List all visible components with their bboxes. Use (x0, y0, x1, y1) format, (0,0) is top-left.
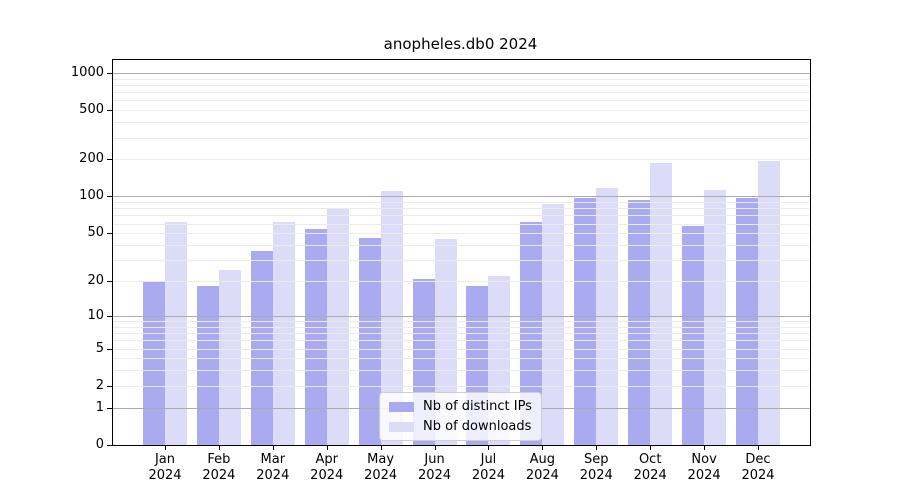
x-tick-label: Aug 2024 (525, 452, 559, 483)
y-tick-label: 1000 (70, 64, 104, 80)
bar-nb-of-distinct-ips-mar-2024 (250, 250, 273, 445)
legend-swatch-nb-of-downloads (389, 421, 414, 432)
y-tick-label: 10 (87, 307, 104, 323)
y-tick-mark (107, 445, 112, 446)
y-tick-mark (107, 233, 112, 235)
x-tick-mark (272, 446, 274, 450)
y-tick-mark (107, 315, 112, 317)
x-tick-label: Jun 2024 (418, 452, 452, 483)
bar-nb-of-downloads-feb-2024 (218, 269, 241, 445)
y-tick-label: 0 (95, 437, 104, 452)
x-tick-mark (542, 446, 544, 450)
y-tick-label: 1 (95, 399, 104, 415)
bar-nb-of-distinct-ips-nov-2024 (682, 226, 705, 445)
bar-nb-of-downloads-aug-2024 (542, 203, 565, 445)
y-tick-mark (107, 348, 112, 350)
y-tick-label: 100 (79, 188, 104, 204)
legend-item-nb-of-distinct-ips: Nb of distinct IPs (389, 398, 532, 415)
bar-nb-of-distinct-ips-dec-2024 (736, 198, 758, 445)
y-tick-mark (107, 110, 112, 112)
y-tick-mark (107, 196, 112, 198)
y-tick-mark (107, 407, 112, 409)
bar-nb-of-distinct-ips-may-2024 (358, 237, 381, 445)
legend-swatch-nb-of-distinct-ips (389, 401, 414, 412)
x-tick-label: Apr 2024 (310, 452, 344, 483)
bar-nb-of-downloads-sep-2024 (596, 188, 619, 445)
y-tick-label: 2 (95, 377, 104, 393)
gridline-minor (113, 159, 810, 161)
plot-area: Nb of distinct IPs Nb of downloads (112, 59, 811, 446)
y-tick-label: 5 (95, 340, 104, 356)
x-tick-mark (380, 446, 382, 450)
gridline-minor (113, 110, 810, 112)
gridline-minor (113, 92, 810, 94)
x-tick-label: Nov 2024 (687, 452, 721, 483)
gridline-minor (113, 122, 810, 124)
bar-nb-of-downloads-mar-2024 (272, 221, 295, 445)
legend-label: Nb of distinct IPs (423, 399, 532, 414)
y-tick-label: 20 (87, 273, 104, 289)
x-tick-mark (488, 446, 490, 450)
x-tick-mark (758, 446, 759, 450)
bar-nb-of-downloads-may-2024 (380, 191, 403, 445)
chart-title: anopheles.db0 2024 (383, 35, 538, 53)
y-tick-mark (107, 281, 112, 283)
x-tick-label: Jul 2024 (471, 452, 505, 483)
bar-nb-of-distinct-ips-feb-2024 (196, 286, 219, 445)
x-tick-mark (650, 446, 652, 450)
bar-nb-of-distinct-ips-oct-2024 (628, 200, 651, 445)
gridline-minor (113, 137, 810, 139)
legend-item-nb-of-downloads: Nb of downloads (389, 418, 532, 435)
gridline-minor (113, 78, 810, 80)
legend: Nb of distinct IPs Nb of downloads (379, 392, 542, 441)
gridline-minor (113, 100, 810, 102)
gridline-minor (113, 84, 810, 86)
legend-label: Nb of downloads (423, 419, 532, 434)
bar-nb-of-downloads-jan-2024 (165, 221, 187, 445)
bar-nb-of-distinct-ips-apr-2024 (304, 229, 327, 445)
x-tick-label: Sep 2024 (579, 452, 613, 483)
x-tick-label: Oct 2024 (633, 452, 667, 483)
x-tick-label: Feb 2024 (202, 452, 236, 483)
x-tick-mark (704, 446, 706, 450)
y-tick-mark (107, 159, 112, 161)
y-tick-label: 200 (79, 151, 104, 167)
x-tick-label: May 2024 (364, 452, 398, 483)
bar-nb-of-distinct-ips-jan-2024 (143, 281, 165, 445)
x-tick-mark (326, 446, 328, 450)
x-tick-mark (165, 446, 166, 450)
bar-nb-of-distinct-ips-sep-2024 (574, 198, 597, 445)
x-tick-mark (218, 446, 220, 450)
bar-nb-of-downloads-oct-2024 (650, 163, 673, 445)
x-tick-mark (596, 446, 598, 450)
x-tick-mark (434, 446, 436, 450)
gridline-major (113, 72, 810, 74)
y-tick-label: 50 (87, 225, 104, 241)
bar-nb-of-downloads-dec-2024 (758, 161, 780, 445)
bar-nb-of-downloads-apr-2024 (326, 208, 349, 445)
y-tick-label: 500 (79, 102, 104, 118)
bar-nb-of-downloads-nov-2024 (704, 189, 727, 445)
x-tick-label: Jan 2024 (148, 452, 182, 483)
y-tick-mark (107, 385, 112, 387)
x-tick-label: Mar 2024 (256, 452, 290, 483)
x-tick-label: Dec 2024 (741, 452, 775, 483)
y-tick-mark (107, 72, 112, 74)
